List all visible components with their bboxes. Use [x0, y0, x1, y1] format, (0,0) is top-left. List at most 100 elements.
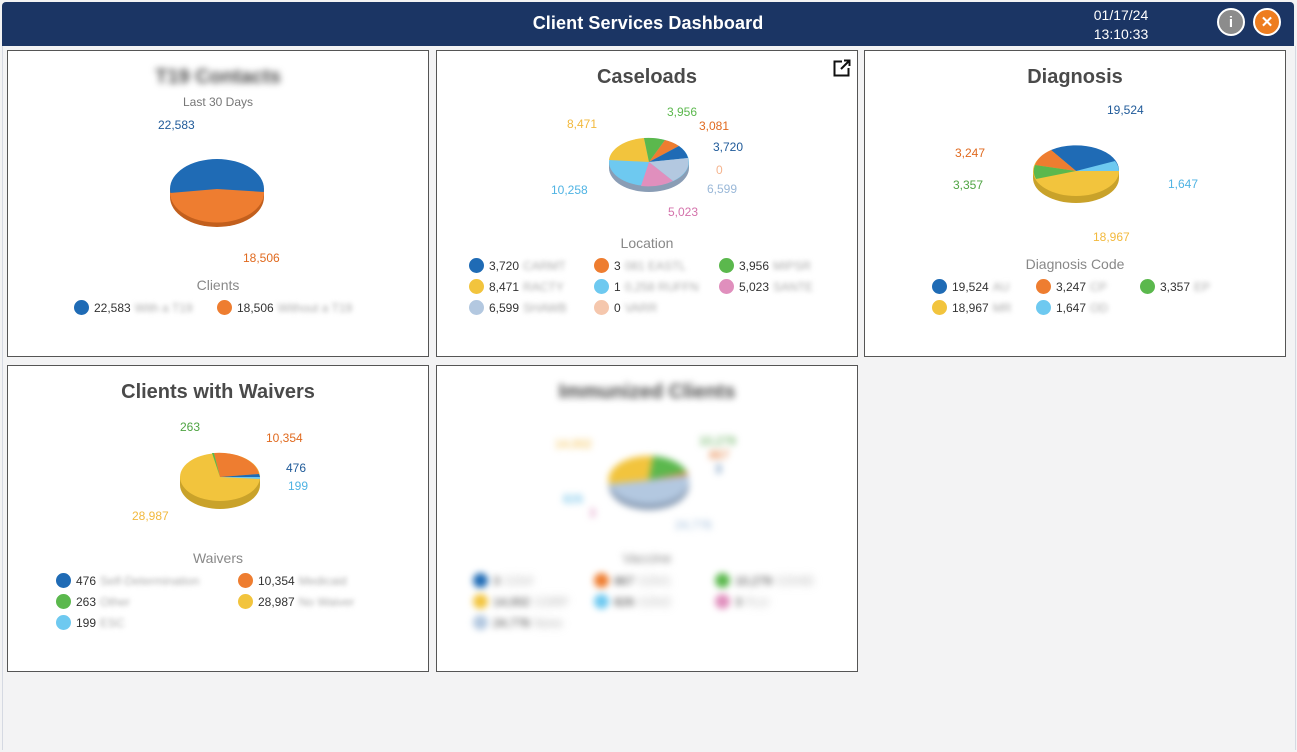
- legend-label: ESC: [100, 615, 125, 630]
- data-label: 10,279: [699, 434, 736, 448]
- open-external-icon[interactable]: [833, 59, 851, 77]
- data-label: 22,583: [158, 118, 195, 132]
- pie-slice-cov1: [649, 472, 688, 480]
- legend-item[interactable]: 22,583 With a T19: [74, 300, 193, 315]
- legend-label: CP: [1090, 279, 1107, 294]
- legend-item[interactable]: 476 Self-Determination: [56, 573, 199, 588]
- caseloads-pie-chart[interactable]: [607, 136, 691, 192]
- legend-item[interactable]: 263 Other: [56, 594, 130, 609]
- legend-value: 19,524: [952, 279, 989, 294]
- legend-value: 24,776: [493, 615, 530, 630]
- legend-label: None: [533, 615, 563, 630]
- legend-value: 263: [76, 594, 97, 609]
- diagnosis-pie-chart[interactable]: [1031, 144, 1121, 204]
- data-label: 6,599: [707, 182, 738, 196]
- legend-marker: [56, 594, 71, 609]
- pie-slice-ep: [1033, 165, 1076, 179]
- data-label: 1,647: [1168, 177, 1199, 191]
- panel-clients-with-waivers[interactable]: Clients with Waivers 263 10,354 476 199 …: [7, 365, 429, 672]
- legend-marker: [74, 300, 89, 315]
- panel-title: Diagnosis: [1027, 66, 1123, 88]
- waivers-pie-chart[interactable]: [178, 451, 262, 511]
- panel-title: Clients with Waivers: [121, 381, 315, 403]
- legend-value: 199: [76, 615, 97, 630]
- legend-marker: [715, 573, 730, 588]
- legend-item[interactable]: 3,720 CARMT: [469, 258, 566, 273]
- app-header: Client Services Dashboard 01/17/24 13:10…: [2, 2, 1294, 46]
- panel-subtitle: Last 30 Days: [182, 95, 254, 109]
- legend-value: 3: [493, 573, 500, 588]
- legend-label: With a T19: [134, 300, 193, 315]
- legend-item[interactable]: 24,776 None: [473, 615, 562, 630]
- legend-item[interactable]: 28,987 No Waiver: [238, 594, 354, 609]
- legend-item[interactable]: 3,357 EP: [1140, 279, 1210, 294]
- legend-value: 3: [735, 594, 742, 609]
- t19-pie-chart[interactable]: [168, 159, 268, 229]
- dashboard-area: T19 Contacts Last 30 Days 22,583 18,506 …: [2, 46, 1296, 750]
- legend-marker: [469, 300, 484, 315]
- legend-item[interactable]: 3,956 MIPSR: [719, 258, 811, 273]
- pie-slice-esc: [220, 477, 261, 479]
- legend-marker: [715, 594, 730, 609]
- legend-item[interactable]: 10,354 Medicaid: [238, 573, 347, 588]
- legend-title: Diagnosis Code: [1025, 256, 1125, 272]
- legend-value: 5,023: [739, 279, 770, 294]
- legend-label: OD: [1090, 300, 1109, 315]
- legend-item[interactable]: 3,247 CP: [1036, 279, 1107, 294]
- legend-item[interactable]: 19,524 AU: [932, 279, 1009, 294]
- legend-title: Waivers: [192, 550, 244, 566]
- legend-item[interactable]: 5,023 SANTE: [719, 279, 813, 294]
- legend-item[interactable]: 199 ESC: [56, 615, 125, 630]
- legend-title: Vaccine: [622, 550, 672, 566]
- legend-item[interactable]: 3 081 EASTL: [594, 258, 686, 273]
- legend-item[interactable]: 1,647 OD: [1036, 300, 1108, 315]
- pie-slice-racty: [609, 138, 649, 162]
- panel-immunized-clients[interactable]: Immunized Clients 14,002 10,279 867 3 82…: [436, 365, 858, 672]
- legend-item[interactable]: 10,279 COVID: [715, 573, 814, 588]
- legend-label: MIPSR: [773, 258, 812, 273]
- legend-marker: [932, 279, 947, 294]
- data-label: 476: [286, 461, 307, 475]
- legend-label: 0,258 RUFFN: [624, 279, 699, 294]
- legend-item[interactable]: 18,506 Without a T19: [217, 300, 352, 315]
- panel-title: T19 Contacts: [155, 66, 281, 88]
- legend-marker: [594, 594, 609, 609]
- pie-slice-sante: [641, 162, 673, 187]
- legend-value: 3,956: [739, 258, 770, 273]
- legend-marker: [469, 258, 484, 273]
- legend-item[interactable]: 3 FLU: [715, 594, 768, 609]
- data-label: 10,354: [266, 431, 303, 445]
- legend-title: Clients: [196, 277, 240, 293]
- info-button[interactable]: i: [1217, 8, 1245, 36]
- legend-value: 0: [614, 300, 621, 315]
- legend-item[interactable]: 867 COV1: [594, 573, 671, 588]
- legend-item[interactable]: 0 VARR: [594, 300, 657, 315]
- panel-diagnosis[interactable]: Diagnosis 19,524 3,247 3,357 1,647 18,96…: [864, 50, 1286, 357]
- pie-slice-carmt: [649, 146, 688, 162]
- legend-marker: [238, 594, 253, 609]
- data-label: 18,506: [243, 251, 280, 265]
- pie-slice-other: [212, 452, 220, 477]
- legend-marker: [594, 258, 609, 273]
- legend-value: 1: [614, 279, 621, 294]
- legend-value: 14,002: [493, 594, 530, 609]
- legend-label: Without a T19: [277, 300, 353, 315]
- legend-item[interactable]: 14,002 CORP: [473, 594, 568, 609]
- legend-marker: [56, 615, 71, 630]
- legend-item[interactable]: 3 COVI: [473, 573, 533, 588]
- pie-slice-eastl: [649, 140, 679, 162]
- legend-item[interactable]: 826 COV2: [594, 594, 671, 609]
- panel-t19-contacts[interactable]: T19 Contacts Last 30 Days 22,583 18,506 …: [7, 50, 429, 357]
- legend-item[interactable]: 6,599 SHAWB: [469, 300, 567, 315]
- immunized-pie-chart[interactable]: [607, 454, 691, 510]
- panel-caseloads[interactable]: Caseloads 3,956 3,081 3,720 0 6,599 5,02…: [436, 50, 858, 357]
- legend-label: Medicaid: [298, 573, 347, 588]
- legend-marker: [1036, 279, 1051, 294]
- close-button[interactable]: ✕: [1253, 8, 1281, 36]
- legend-marker: [594, 573, 609, 588]
- legend-item[interactable]: 1 0,258 RUFFN: [594, 279, 699, 294]
- legend-value: 22,583: [94, 300, 131, 315]
- legend-item[interactable]: 18,967 MR: [932, 300, 1011, 315]
- legend-item[interactable]: 8,471 RACTY: [469, 279, 564, 294]
- date-time: 01/17/24 13:10:33: [1082, 6, 1160, 44]
